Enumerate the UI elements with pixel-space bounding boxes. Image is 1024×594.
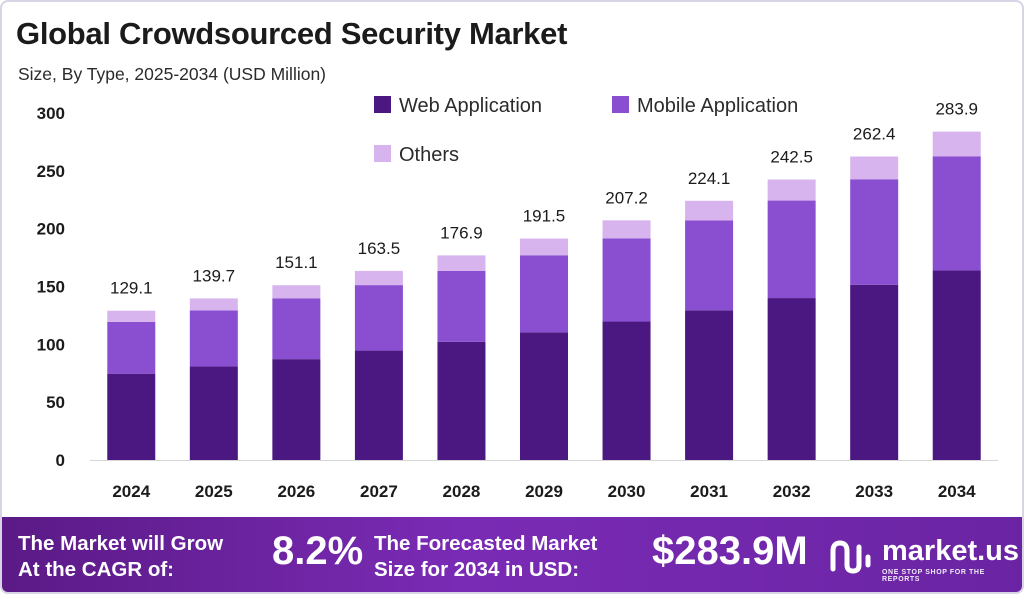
bar-segment-others — [767, 179, 816, 201]
chart-title: Global Crowdsourced Security Market — [16, 16, 568, 51]
forecast-size-label: The Forecasted Market Size for 2034 in U… — [374, 532, 598, 581]
forecast-size-value: $283.9M — [652, 529, 808, 573]
bar-segment-mobile-application — [932, 156, 981, 271]
market-us-logo[interactable]: market.us ONE STOP SHOP FOR THE REPORTS — [828, 533, 1020, 583]
bar-segment-others — [520, 238, 568, 256]
bar-segment-mobile-application — [437, 271, 486, 342]
bar-segment-others — [602, 220, 651, 239]
bar-segment-mobile-application — [685, 220, 734, 311]
bar-segment-others — [107, 310, 156, 322]
stacked-bar-chart: 0 50 100 150 200 250 300 129.1 2024 139.7 2025 151.… — [37, 95, 998, 501]
bar-segment-others — [932, 131, 981, 157]
legend-label: Others — [399, 144, 459, 166]
bar-segment-web-application — [767, 298, 816, 460]
legend-swatch — [374, 145, 391, 162]
bar-segment-others — [437, 255, 486, 272]
bar-total-label: 139.7 — [193, 266, 236, 285]
legend-label: Web Application — [399, 95, 542, 117]
bar-total-label: 191.5 — [523, 206, 566, 225]
bar-total-label: 151.1 — [275, 253, 318, 272]
x-tick-label: 2033 — [855, 482, 893, 501]
bar-segment-mobile-application — [107, 321, 156, 374]
bar-segment-mobile-application — [272, 298, 321, 360]
cagr-value: 8.2% — [272, 529, 364, 573]
bar-segment-others — [685, 200, 734, 221]
y-tick-label: 50 — [46, 393, 65, 412]
x-tick-label: 2025 — [195, 482, 233, 501]
y-tick-label: 250 — [37, 162, 65, 181]
x-tick-label: 2034 — [938, 482, 976, 501]
legend-label: Mobile Application — [637, 95, 798, 117]
bar-segment-others — [189, 298, 238, 311]
market-us-logo-icon — [830, 540, 871, 574]
bar-segment-web-application — [685, 310, 734, 460]
bar-segment-web-application — [437, 341, 486, 460]
bar-segment-mobile-application — [767, 200, 816, 299]
x-tick-label: 2026 — [277, 482, 315, 501]
chart-subtitle: Size, By Type, 2025-2034 (USD Million) — [18, 64, 327, 84]
x-tick-label: 2028 — [443, 482, 481, 501]
bar-segment-web-application — [354, 350, 403, 460]
x-tick-label: 2031 — [690, 482, 728, 501]
x-tick-label: 2027 — [360, 482, 398, 501]
x-tick-label: 2024 — [112, 482, 150, 501]
legend-swatch — [374, 96, 391, 113]
bar-segment-web-application — [602, 321, 651, 460]
bar-segment-others — [354, 270, 403, 286]
bar-segment-mobile-application — [602, 238, 651, 322]
bar-total-label: 176.9 — [440, 223, 483, 242]
bar-total-label: 224.1 — [688, 169, 731, 188]
y-tick-label: 100 — [37, 335, 65, 354]
y-tick-label: 150 — [37, 278, 65, 297]
bar-segment-mobile-application — [189, 310, 238, 367]
logo-name: market.us — [882, 535, 1020, 567]
y-tick-label: 200 — [37, 220, 65, 239]
bar-segment-web-application — [272, 359, 321, 460]
y-tick-label: 300 — [37, 104, 65, 123]
bar-segment-others — [850, 156, 899, 180]
bar-segment-others — [272, 285, 321, 299]
bar-segment-web-application — [189, 366, 238, 460]
x-tick-label: 2029 — [525, 482, 563, 501]
bar-total-label: 242.5 — [770, 148, 813, 167]
bar-segment-web-application — [850, 284, 899, 460]
bar-total-label: 163.5 — [358, 239, 401, 258]
x-tick-label: 2032 — [773, 482, 811, 501]
bar-total-label: 207.2 — [605, 188, 648, 207]
x-tick-label: 2030 — [608, 482, 646, 501]
bar-total-label: 129.1 — [110, 279, 153, 298]
logo-tagline: ONE STOP SHOP FOR THE REPORTS — [882, 569, 985, 583]
cagr-label: The Market will Grow At the CAGR of: — [18, 532, 224, 581]
bar-total-label: 262.4 — [853, 124, 896, 143]
bar-segment-web-application — [520, 332, 568, 460]
bar-segment-web-application — [107, 373, 156, 460]
bar-segment-mobile-application — [520, 255, 568, 333]
bar-segment-web-application — [932, 270, 981, 460]
bar-segment-mobile-application — [354, 285, 403, 351]
y-tick-label: 0 — [56, 451, 65, 470]
bar-total-label: 283.9 — [935, 100, 978, 119]
bar-segment-mobile-application — [850, 179, 899, 285]
footer-banner: The Market will Grow At the CAGR of: 8.2… — [2, 517, 1022, 592]
legend-swatch — [612, 96, 629, 113]
